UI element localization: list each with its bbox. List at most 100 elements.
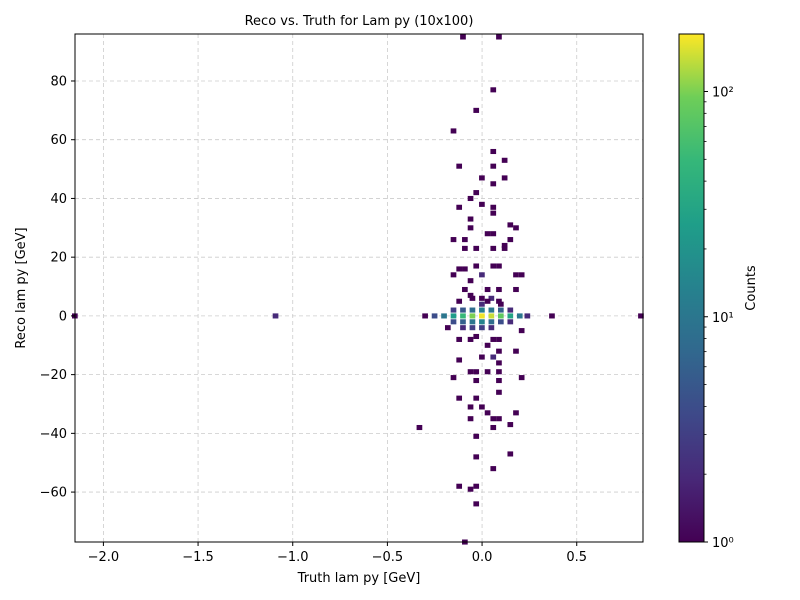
x-tick-label: −2.0 <box>88 550 120 565</box>
heatmap-bin <box>496 348 502 354</box>
x-tick-label: 0.0 <box>472 550 493 565</box>
heatmap-bin <box>496 389 502 395</box>
heatmap-bin <box>473 333 480 340</box>
colorbar-ticks: 10⁰ 10¹ 10² <box>704 86 734 551</box>
heatmap-bin <box>441 313 447 319</box>
heatmap-bin <box>488 313 495 319</box>
heatmap-bin <box>469 295 476 301</box>
heatmap-bin <box>513 272 519 278</box>
heatmap-bin <box>501 242 508 249</box>
heatmap-bin <box>473 433 480 439</box>
heatmap-bin <box>488 325 495 331</box>
heatmap-bin <box>507 222 514 228</box>
heatmap-bin <box>518 272 525 278</box>
heatmap-bin <box>456 204 463 210</box>
heatmap-bin <box>479 307 485 313</box>
heatmap-bin <box>479 319 485 325</box>
y-tick-label: 20 <box>50 251 67 266</box>
heatmap-bin <box>507 307 514 313</box>
heatmap-bin <box>450 307 457 313</box>
heatmap-bin <box>473 263 480 269</box>
heatmap-bin <box>496 34 502 40</box>
heatmap-bin <box>450 237 457 243</box>
heatmap-bin <box>462 286 468 293</box>
heatmap-bin <box>460 34 466 40</box>
heatmap-bin <box>496 360 502 366</box>
heatmap-bin <box>507 451 514 457</box>
heatmap-bin <box>467 336 474 342</box>
heatmap-bin <box>479 201 485 207</box>
heatmap-bin <box>467 225 474 231</box>
heatmap-bin <box>518 328 525 334</box>
heatmap-bin <box>467 404 474 410</box>
heatmap-bin <box>473 245 480 251</box>
x-axis-title: Truth lam py [GeV] <box>297 571 421 586</box>
heatmap-bin <box>501 175 508 181</box>
heatmap-bin <box>490 466 497 472</box>
heatmap-bin <box>479 325 485 331</box>
heatmap-bin <box>498 313 504 319</box>
heatmap-bin <box>456 357 463 363</box>
heatmap-bin <box>496 263 502 269</box>
heatmap-bin <box>490 148 497 155</box>
heatmap-bin <box>490 204 497 210</box>
heatmap-bin <box>416 424 423 431</box>
heatmap-bin <box>501 157 508 163</box>
heatmap-bin <box>473 501 480 507</box>
colorbar-tick-label: 10⁰ <box>712 536 734 551</box>
x-tick-label: −1.5 <box>182 550 214 565</box>
colorbar-tick-label: 10¹ <box>712 311 734 326</box>
heatmap-bin <box>490 336 497 342</box>
heatmap-bin <box>456 266 463 272</box>
heatmap-bin <box>479 272 485 278</box>
heatmap-bin <box>467 369 474 375</box>
heatmap-bin <box>456 298 463 304</box>
heatmap-bin <box>462 245 468 251</box>
heatmap-bin <box>524 313 531 319</box>
heatmap-bin <box>431 313 438 319</box>
heatmap-bin <box>501 245 508 251</box>
heatmap-bin <box>490 231 497 237</box>
heatmap-bin <box>490 416 497 422</box>
x-tick-label: 0.5 <box>566 550 587 565</box>
y-axis-title: Reco lam py [GeV] <box>14 227 29 348</box>
colorbar-tick-label: 10² <box>712 86 734 101</box>
heatmap-bin <box>507 319 514 325</box>
heatmap-bin <box>507 313 514 319</box>
heatmap-bin <box>467 416 474 422</box>
chart-title: Reco vs. Truth for Lam py (10x100) <box>245 14 474 29</box>
heatmap-bin <box>462 266 468 272</box>
heatmap-bin <box>513 410 519 416</box>
heatmap-bin <box>498 319 504 325</box>
heatmap-bin <box>507 237 514 243</box>
heatmap-bin <box>484 342 491 348</box>
y-tick-label: −20 <box>40 368 67 383</box>
heatmap-bin <box>450 375 457 381</box>
heatmap-bin <box>473 483 480 489</box>
heatmap-bin <box>498 307 504 313</box>
y-tick-label: −60 <box>40 486 67 501</box>
heatmap-bin <box>450 128 457 134</box>
heatmap-bin <box>473 369 480 375</box>
x-tick-label: −1.0 <box>277 550 309 565</box>
heatmap-bin <box>422 313 428 319</box>
heatmap-bin <box>507 422 514 428</box>
heatmap-bin <box>488 307 495 313</box>
heatmap-bin <box>456 336 463 342</box>
heatmap-bin <box>496 369 502 375</box>
heatmap-bin <box>469 307 476 313</box>
heatmap-bin <box>484 298 491 304</box>
heatmap-bin <box>473 454 480 460</box>
heatmap-bin <box>490 424 497 431</box>
heatmap-bin <box>484 286 491 293</box>
heatmap-bin <box>490 245 497 251</box>
heatmap-bin <box>473 107 480 113</box>
heatmap-bin <box>467 216 474 222</box>
y-tick-label: 40 <box>50 192 67 207</box>
heatmap-bin <box>496 298 502 304</box>
heatmap-bin <box>469 319 476 325</box>
y-axis-ticks: −60 −40 −20 0 20 40 60 80 <box>40 74 75 501</box>
heatmap-bin <box>518 375 525 381</box>
